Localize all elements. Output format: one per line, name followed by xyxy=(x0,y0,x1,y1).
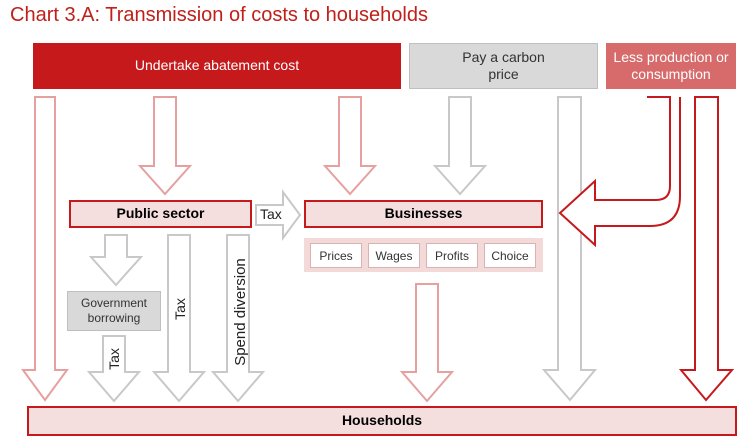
label-spend-diversion: Spend diversion xyxy=(231,258,249,366)
arrow-carbon-price-to-businesses xyxy=(432,96,488,196)
header-less-production: Less production or consumption xyxy=(606,43,736,89)
label-tax-public: Tax xyxy=(172,298,188,320)
arrow-businesses-to-households xyxy=(399,283,455,403)
header-abatement-cost: Undertake abatement cost xyxy=(33,43,401,89)
channel-prices: Prices xyxy=(310,243,362,268)
arrow-abatement-to-households xyxy=(21,96,69,402)
chart-title: Chart 3.A: Transmission of costs to hous… xyxy=(10,4,428,26)
label-tax-borrowing: Tax xyxy=(106,348,122,370)
node-government-borrowing: Government borrowing xyxy=(67,291,161,331)
header-carbon-price: Pay a carbon price xyxy=(409,43,598,89)
arrow-carbon-price-to-households xyxy=(541,96,598,402)
arrow-spend-diversion-to-households xyxy=(210,234,266,403)
arrow-less-production-to-businesses xyxy=(558,96,681,248)
arrow-borrowing-to-households xyxy=(86,335,142,403)
node-public-sector: Public sector xyxy=(69,200,252,228)
arrow-abatement-to-public-sector xyxy=(137,96,193,196)
arrow-public-tax-to-households xyxy=(151,234,207,403)
channel-wages: Wages xyxy=(368,243,420,268)
channel-choice: Choice xyxy=(484,243,536,268)
node-households: Households xyxy=(27,406,737,436)
arrow-public-to-businesses xyxy=(255,188,302,242)
arrow-public-to-borrowing xyxy=(88,234,144,287)
arrow-less-production-to-households xyxy=(678,96,735,402)
node-businesses: Businesses xyxy=(304,200,543,228)
arrow-abatement-to-businesses xyxy=(322,96,378,196)
channel-profits: Profits xyxy=(426,243,478,268)
label-tax-public-to-business: Tax xyxy=(260,206,282,222)
